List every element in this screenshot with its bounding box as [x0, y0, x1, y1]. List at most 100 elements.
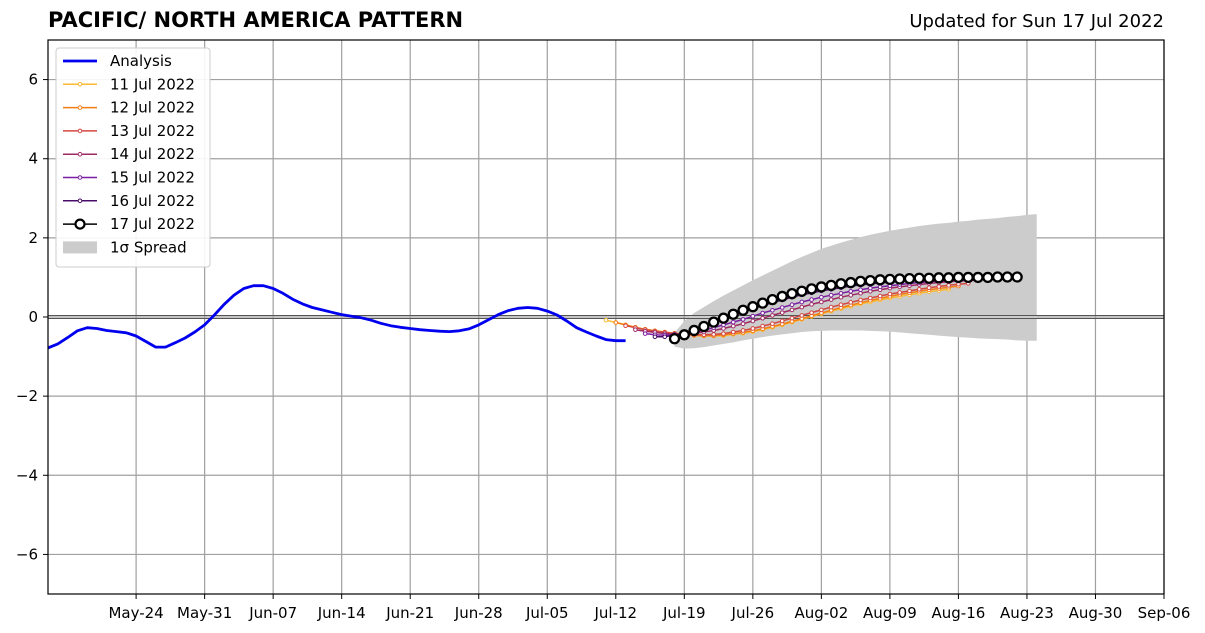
data-point	[838, 290, 844, 296]
y-tick-label: 2	[28, 229, 38, 247]
data-point	[756, 297, 769, 309]
data-point	[740, 321, 746, 327]
data-point	[760, 323, 765, 329]
data-point	[828, 304, 834, 310]
data-point	[894, 273, 906, 285]
data-point	[747, 301, 759, 313]
x-tick-label: Jun-21	[385, 604, 434, 622]
y-tick-label: 6	[28, 71, 38, 89]
data-point	[819, 299, 824, 305]
legend-label: 16 Jul 2022	[110, 192, 195, 210]
legend-item: 15 Jul 2022	[63, 169, 195, 187]
data-point	[874, 274, 886, 286]
x-tick-label: Jun-07	[248, 604, 297, 622]
legend-marker	[77, 128, 83, 134]
data-point	[730, 319, 736, 325]
data-point	[845, 276, 857, 289]
data-point	[633, 327, 638, 332]
data-point	[858, 287, 863, 292]
chart-updated-label: Updated for Sun 17 Jul 2022	[909, 11, 1164, 32]
data-point	[727, 308, 739, 320]
data-point	[809, 302, 814, 307]
x-tick-label: Jul-19	[662, 604, 706, 622]
data-point	[668, 333, 681, 345]
data-point	[799, 299, 805, 305]
data-point	[942, 272, 955, 284]
legend: Analysis 11 Jul 2022 12 Jul 2022 13 Jul 202…	[55, 47, 211, 268]
x-tick-label: Aug-16	[932, 604, 986, 622]
data-point	[737, 304, 749, 316]
data-point	[848, 292, 854, 298]
data-point	[603, 317, 609, 323]
data-point	[815, 281, 828, 293]
data-point	[858, 297, 863, 303]
series-17-jul-2022	[668, 271, 1023, 345]
data-point	[711, 332, 716, 337]
data-point	[848, 288, 854, 294]
data-point	[933, 272, 945, 284]
data-point	[962, 271, 974, 284]
x-tick-label: Aug-02	[794, 604, 848, 622]
x-tick-label: Jul-05	[525, 604, 569, 622]
legend-item: 16 Jul 2022	[63, 192, 195, 210]
data-point	[877, 284, 883, 290]
data-point	[642, 331, 648, 336]
data-point	[825, 279, 837, 291]
data-point	[789, 315, 795, 321]
series-layer	[48, 271, 1023, 350]
data-point	[789, 302, 795, 308]
legend-swatch	[63, 241, 97, 254]
y-axis: −6 −4 −2 0 2 4 6	[16, 71, 48, 563]
legend-box	[55, 47, 211, 268]
series-line	[48, 284, 626, 350]
data-point	[858, 290, 863, 296]
data-point	[838, 294, 844, 300]
data-point	[809, 297, 814, 302]
x-tick-label: May-31	[177, 604, 232, 622]
data-point	[770, 307, 775, 313]
data-point	[1001, 271, 1014, 283]
data-point	[662, 334, 668, 340]
data-point	[907, 288, 912, 294]
data-point	[884, 273, 896, 286]
legend-label: 17 Jul 2022	[110, 215, 195, 233]
chart-title: PACIFIC/ NORTH AMERICA PATTERN	[48, 8, 464, 32]
data-point	[779, 310, 785, 315]
data-point	[766, 293, 779, 306]
data-point	[972, 271, 984, 284]
legend-label: 13 Jul 2022	[110, 122, 195, 140]
x-tick-label: Jul-26	[731, 604, 775, 622]
data-point	[717, 312, 730, 324]
x-tick-label: Aug-23	[1000, 604, 1054, 622]
x-tick-label: Sep-06	[1138, 604, 1191, 622]
legend-marker	[74, 218, 86, 230]
data-point	[946, 283, 951, 288]
data-point	[868, 295, 873, 301]
data-point	[623, 323, 628, 329]
legend-label: 14 Jul 2022	[110, 145, 195, 163]
legend-item: 17 Jul 2022	[63, 215, 195, 233]
data-point	[708, 316, 720, 328]
data-point	[789, 307, 795, 313]
data-point	[613, 320, 619, 325]
data-point	[652, 334, 658, 340]
data-point	[721, 331, 726, 336]
data-point	[868, 285, 873, 291]
data-point	[760, 315, 765, 321]
data-point	[809, 310, 814, 315]
data-point	[779, 318, 785, 324]
legend-item: Analysis	[63, 52, 172, 70]
data-point	[877, 293, 883, 299]
legend-label: Analysis	[110, 52, 172, 70]
data-point	[779, 305, 785, 310]
legend-marker	[77, 82, 83, 87]
data-point	[991, 271, 1004, 283]
legend-item: 11 Jul 2022	[63, 75, 195, 93]
legend-marker	[77, 105, 83, 110]
data-point	[721, 326, 726, 331]
data-point	[926, 285, 932, 291]
legend-item: 14 Jul 2022	[63, 145, 195, 163]
data-point	[982, 271, 994, 284]
data-point	[678, 329, 690, 341]
legend-marker	[77, 198, 83, 204]
